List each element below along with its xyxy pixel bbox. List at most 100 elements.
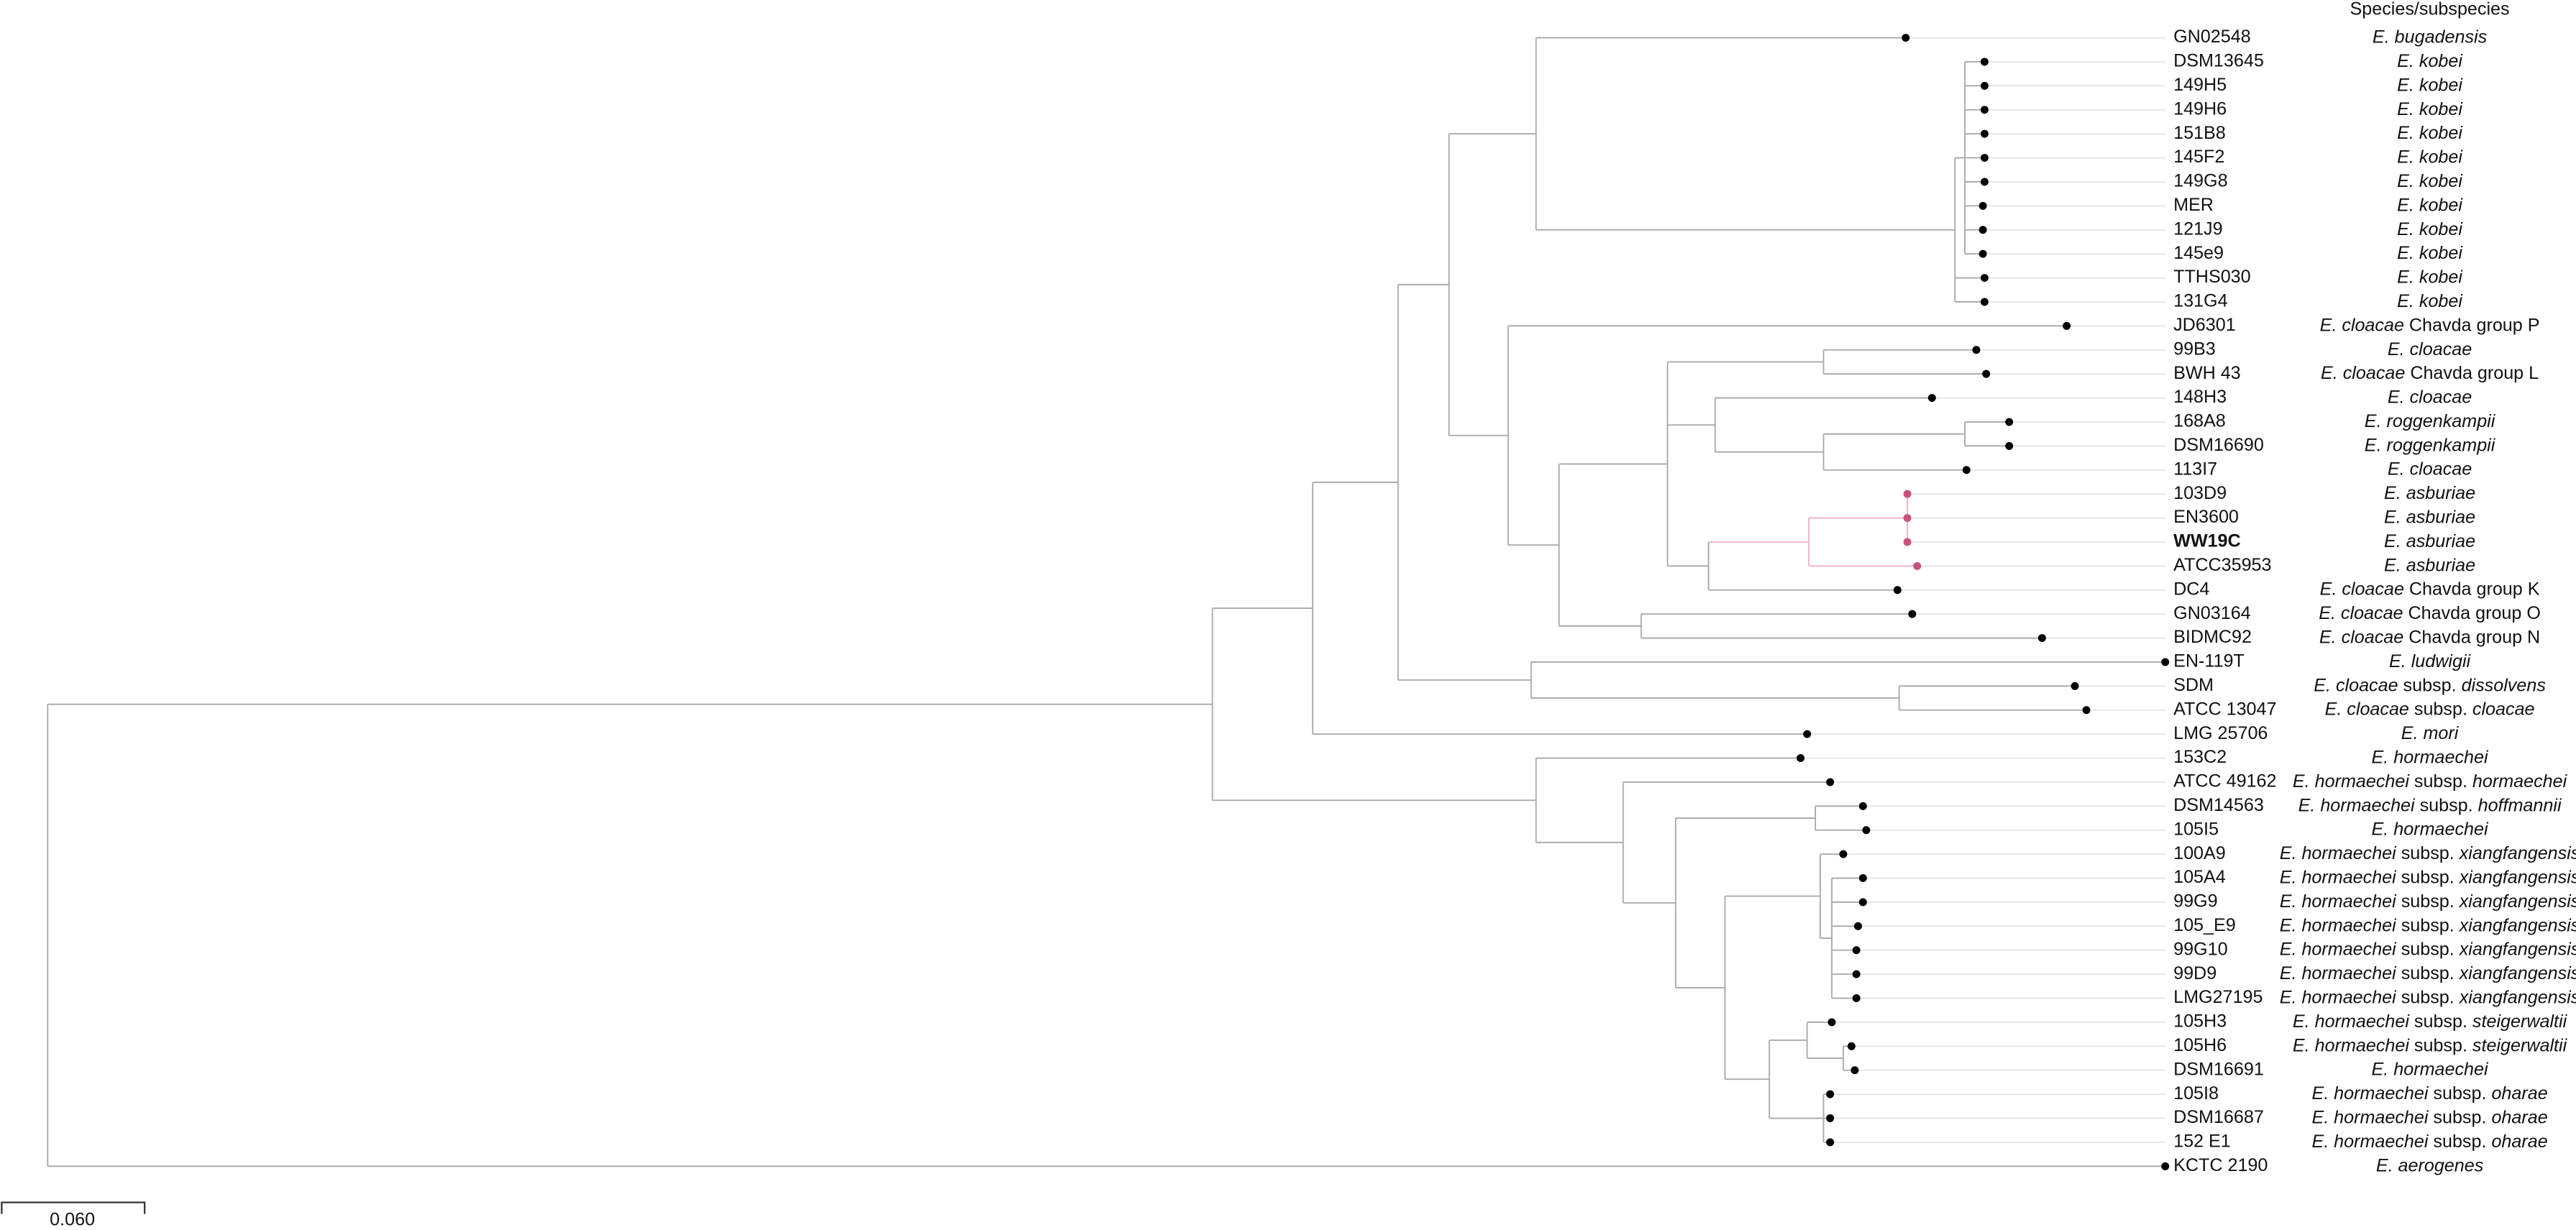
species-part: E. ludwigii: [2389, 651, 2472, 671]
leaf-label: LMG 25706: [2173, 723, 2268, 743]
tip-dot: [1903, 538, 1912, 546]
species-part: subsp.: [2414, 1035, 2467, 1055]
species-label: E. kobei: [2397, 147, 2463, 167]
species-label: E. kobei: [2397, 98, 2463, 119]
tip-dot: [2005, 441, 2014, 450]
tip-dot: [1902, 34, 1910, 42]
species-part: E. hormaechei: [2298, 795, 2416, 815]
tip-dot: [2161, 1162, 2170, 1170]
species-part: cloacae: [2472, 699, 2535, 719]
tip-dot: [1980, 58, 1989, 66]
leaf-label: ATCC35953: [2173, 555, 2271, 575]
species-part: subsp.: [2414, 699, 2467, 719]
tip-dot: [1982, 370, 1991, 378]
species-part: E. bugadensis: [2373, 27, 2488, 47]
leaf-label: EN-119T: [2173, 651, 2245, 671]
species-part: E. hormaechei: [2293, 1035, 2410, 1055]
tip-dot: [1803, 730, 1812, 738]
species-part: xiangfangensis: [2459, 867, 2576, 887]
species-part: dissolvens: [2462, 675, 2547, 695]
species-part: subsp.: [2414, 771, 2467, 791]
species-label: E. cloacae Chavda group K: [2320, 579, 2540, 599]
leaf-label: ATCC 49162: [2173, 771, 2276, 791]
species-part: E. hormaechei: [2280, 867, 2397, 887]
species-label: E. hormaechei subsp. xiangfangensis: [2280, 939, 2576, 959]
leaf-label: 148H3: [2173, 387, 2227, 407]
species-part: E. kobei: [2397, 98, 2463, 119]
leaf-label: DSM16691: [2173, 1059, 2264, 1079]
tip-dot: [1908, 610, 1917, 618]
species-label: E. cloacae: [2388, 339, 2472, 359]
species-label: E. kobei: [2397, 291, 2463, 311]
leaf-label: BIDMC92: [2173, 627, 2252, 647]
species-part: E. kobei: [2397, 219, 2463, 239]
species-part: E. aerogenes: [2376, 1155, 2484, 1175]
species-part: E. hormaechei: [2293, 1011, 2410, 1032]
species-label: E. asburiae: [2384, 531, 2475, 551]
species-part: Chavda group K: [2409, 579, 2540, 599]
tip-dot: [1839, 850, 1848, 858]
species-label: E. hormaechei subsp. xiangfangensis: [2280, 963, 2576, 983]
tip-dot: [1826, 1114, 1835, 1123]
leaf-label: 145F2: [2173, 147, 2224, 167]
species-part: subsp.: [2433, 1132, 2486, 1152]
species-part: xiangfangensis: [2459, 963, 2576, 983]
tip-dot: [1862, 826, 1871, 835]
species-label: E. hormaechei subsp. xiangfangensis: [2280, 867, 2576, 887]
species-label: E. hormaechei: [2372, 1059, 2489, 1079]
species-part: E. cloacae: [2325, 699, 2409, 719]
species-label: E. roggenkampii: [2365, 435, 2496, 455]
species-part: hoffmannii: [2478, 795, 2562, 815]
species-label: E. hormaechei subsp. oharae: [2311, 1083, 2547, 1103]
species-part: E. hormaechei: [2280, 987, 2397, 1007]
leaf-label: 99G10: [2173, 939, 2227, 959]
species-label: E. cloacae subsp. dissolvens: [2314, 675, 2546, 695]
species-label: E. kobei: [2397, 171, 2463, 191]
tip-dot: [1858, 874, 1867, 883]
leaf-label: DSM14563: [2173, 795, 2264, 815]
species-part: Chavda group N: [2408, 627, 2540, 647]
species-label: E. cloacae subsp. cloacae: [2325, 699, 2535, 719]
species-part: subsp.: [2433, 1083, 2486, 1103]
species-part: subsp.: [2401, 963, 2454, 983]
tip-dot: [1979, 249, 1987, 258]
species-part: E. asburiae: [2384, 531, 2475, 551]
species-part: E. kobei: [2397, 123, 2463, 143]
species-label: E. aerogenes: [2376, 1155, 2484, 1175]
tip-dot: [1980, 274, 1989, 283]
tip-dot: [1826, 1090, 1835, 1098]
tip-dot: [1858, 898, 1867, 907]
leaf-label: EN3600: [2173, 507, 2239, 527]
species-part: E. cloacae: [2388, 459, 2472, 479]
leaf-label: MER: [2173, 195, 2214, 215]
species-label: E. kobei: [2397, 219, 2463, 239]
tip-dot: [1852, 994, 1861, 1003]
species-part: E. hormaechei: [2293, 771, 2410, 791]
species-part: oharae: [2491, 1107, 2547, 1127]
species-part: E. hormaechei: [2280, 939, 2397, 959]
species-part: E. hormaechei: [2311, 1107, 2429, 1127]
species-part: E. hormaechei: [2372, 819, 2489, 839]
species-part: subsp.: [2401, 915, 2454, 935]
species-part: subsp.: [2401, 843, 2454, 863]
species-part: E. kobei: [2397, 147, 2463, 167]
species-part: E. hormaechei: [2311, 1132, 2429, 1152]
leaf-label: GN02548: [2173, 27, 2251, 47]
leaf-label: TTHS030: [2173, 267, 2251, 287]
leaf-label: DC4: [2173, 579, 2209, 599]
species-label: E. kobei: [2397, 195, 2463, 215]
tip-dot: [1796, 754, 1805, 763]
tip-dot: [1858, 802, 1867, 810]
species-part: oharae: [2491, 1132, 2547, 1152]
tip-dot: [1979, 201, 1987, 210]
species-part: E. cloacae: [2320, 315, 2404, 335]
tip-dot: [1826, 1138, 1835, 1147]
species-label: E. kobei: [2397, 75, 2463, 95]
leaf-label: 100A9: [2173, 843, 2226, 863]
species-label: E. ludwigii: [2389, 651, 2472, 671]
leaf-label: JD6301: [2173, 315, 2236, 335]
tip-dot: [2063, 321, 2071, 330]
leaf-label: ATCC 13047: [2173, 699, 2276, 719]
leaf-label: DSM13645: [2173, 51, 2264, 71]
species-part: E. cloacae: [2319, 603, 2403, 623]
